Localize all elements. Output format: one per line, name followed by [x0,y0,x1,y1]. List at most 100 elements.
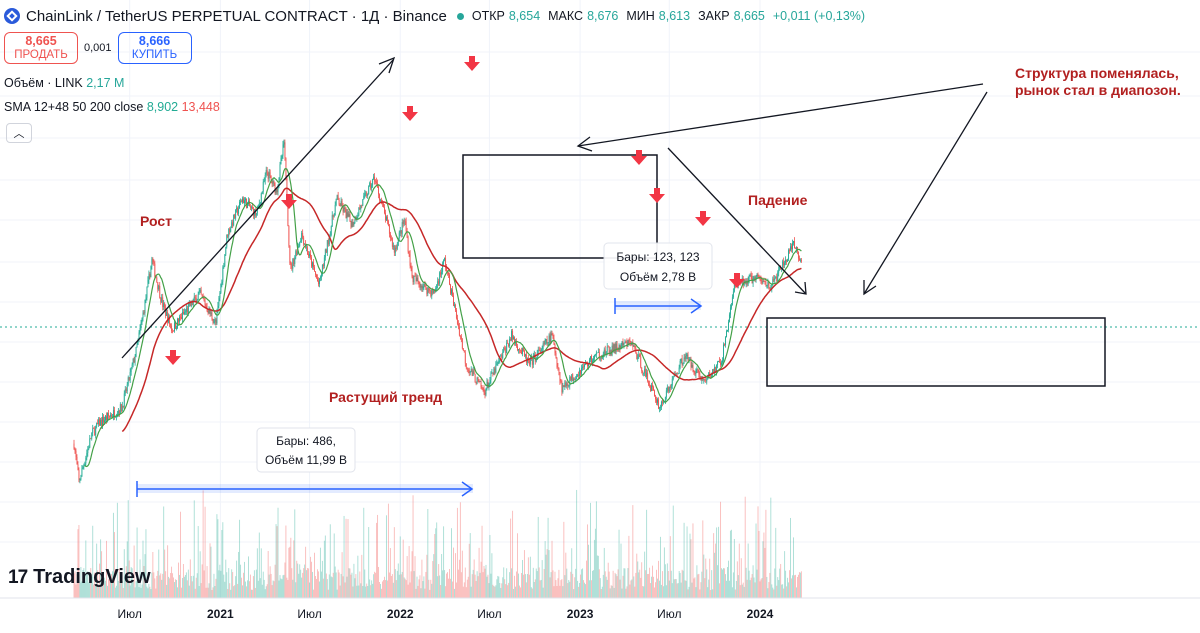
volume-bar-333 [401,571,403,598]
volume-bar-413 [480,561,482,598]
candle-body-19 [92,428,94,433]
candle-body-528 [593,354,595,359]
volume-bar-372 [440,585,442,598]
volume-bar-347 [415,588,417,598]
sma-indicator-legend[interactable]: SMA 12+48 50 200 close 8,902 13,448 [4,100,220,114]
volume-bar-31 [104,577,106,598]
candle-body-319 [387,221,389,226]
volume-bar-328 [396,570,398,598]
candle-body-511 [577,374,579,376]
candle-body-197 [267,173,269,179]
volume-bar-0 [73,573,75,598]
volume-bar-596 [660,584,662,598]
volume-bar-568 [633,576,635,598]
volume-bar-733 [795,587,797,598]
volume-bar-406 [473,559,475,598]
volume-bar-131 [202,490,204,598]
candle-body-259 [328,235,330,245]
volume-bar-137 [208,583,210,598]
volume-bar-548 [613,587,615,598]
candle-body-204 [274,183,276,194]
candle-body-365 [433,290,435,294]
volume-bar-181 [251,589,253,598]
candle-body-439 [506,342,508,353]
volume-bar-240 [310,556,311,598]
volume-bar-136 [207,587,209,598]
volume-bar-518 [584,582,585,598]
symbol-title[interactable]: ChainLink / TetherUS PERPETUAL CONTRACT … [26,7,447,25]
candle-body-416 [483,388,485,393]
candle-body-348 [416,277,418,282]
candle-body-621 [685,355,687,359]
volume-bar-271 [340,573,342,598]
volume-bar-258 [327,589,329,598]
volume-bar-202 [272,580,274,598]
growth-trend-arrow [121,59,394,359]
volume-bar-649 [713,533,715,598]
volume-bar-493 [559,585,561,598]
candle-body-47 [119,404,121,414]
volume-bar-618 [682,570,684,598]
candle-body-668 [731,297,733,305]
candle-body-694 [757,274,759,277]
volume-bar-572 [637,561,639,598]
volume-bar-39 [111,571,113,598]
candle-body-285 [354,216,356,223]
volume-bar-199 [269,566,271,598]
volume-bar-142 [213,573,215,598]
range-box-top [462,154,658,259]
volume-bar-119 [190,576,192,598]
candle-body-37 [110,415,111,417]
candle-body-221 [291,265,293,269]
buy-button[interactable]: 8,666 КУПИТЬ [117,32,192,64]
volume-bar-100 [172,573,174,598]
volume-bar-397 [464,567,466,598]
volume-bar-177 [248,556,249,598]
volume-bar-415 [482,572,484,598]
candle-body-521 [587,364,588,367]
candle-body-165 [236,208,238,210]
candle-body-634 [698,372,700,375]
range-measure-1 [136,481,474,497]
candle-body-30 [103,417,105,423]
candle-body-0 [73,443,75,449]
marker-arrow-3 [464,56,480,71]
candle-body-404 [471,368,473,376]
sell-button[interactable]: 8,665 ПРОДАТЬ [4,32,78,64]
candle-body-603 [667,387,669,392]
volume-bar-103 [175,579,176,598]
candle-body-381 [449,274,450,285]
candle-body-325 [393,245,395,253]
candle-body-160 [231,222,233,228]
collapse-legend-button[interactable]: ︿ [6,123,32,143]
volume-bar-597 [661,571,663,598]
candle-body-369 [437,281,439,286]
volume-bar-262 [331,577,333,598]
candle-body-475 [541,349,543,351]
volume-indicator-legend[interactable]: Объём · LINK 2,17 M [4,76,124,90]
volume-bar-679 [742,582,744,598]
candle-body-36 [109,416,110,417]
candle-body-50 [122,405,124,407]
candle-body-428 [495,364,497,373]
candle-body-119 [190,300,192,307]
volume-bar-86 [158,549,160,598]
volume-bar-627 [691,582,693,598]
volume-bar-487 [553,586,555,598]
candle-body-476 [542,343,544,350]
candle-body-501 [567,383,569,387]
volume-bar-516 [582,568,584,598]
candle-body-68 [140,322,142,329]
volume-bar-261 [330,576,332,598]
candle-body-433 [500,355,502,357]
volume-bar-394 [461,550,463,598]
candle-body-192 [262,181,264,192]
volume-bar-340 [408,546,410,598]
candle-body-576 [641,367,643,371]
candle-body-363 [431,289,433,297]
candle-body-393 [460,336,462,340]
candle-body-657 [721,362,722,365]
candle-body-9 [82,467,84,469]
volume-bar-37 [110,573,111,598]
